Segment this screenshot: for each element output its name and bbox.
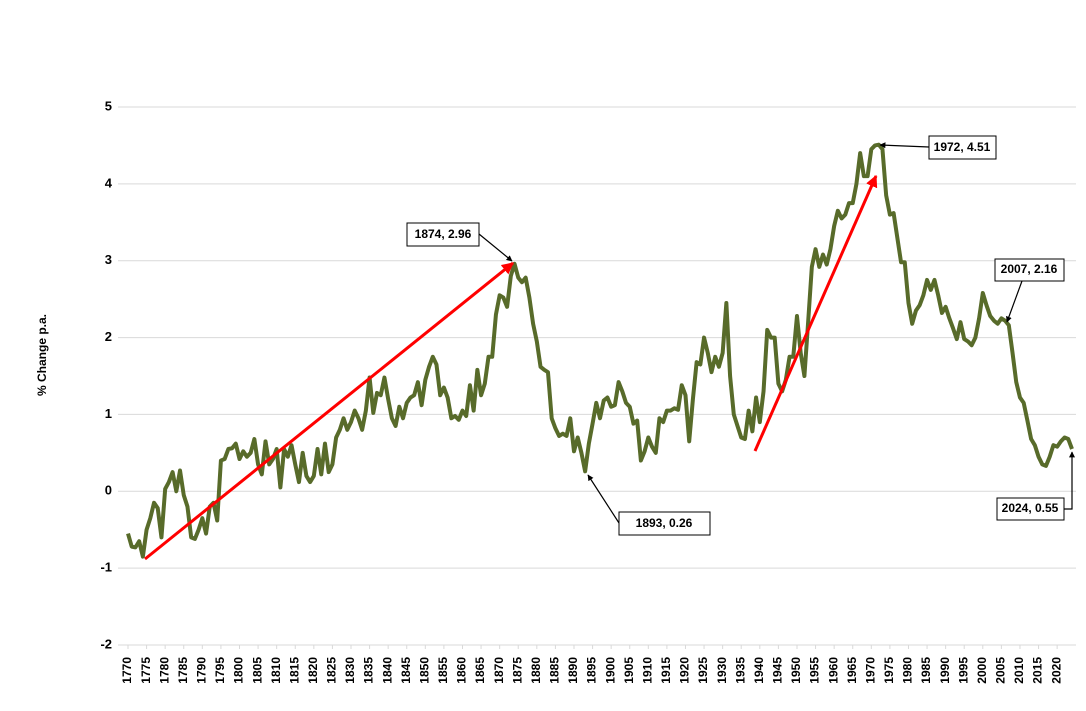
x-tick-label: 1925 [696, 657, 710, 684]
x-tick-label: 1800 [232, 657, 246, 684]
callout-box [994, 258, 1065, 282]
x-tick-label: 1980 [901, 657, 915, 684]
x-tick-label: 1920 [678, 657, 692, 684]
callout-arrow [587, 474, 620, 524]
y-tick-label: 3 [105, 252, 112, 267]
callout: 1893, 0.26 [587, 474, 711, 536]
y-tick-label: 5 [105, 98, 112, 113]
x-tick-label: 1960 [826, 657, 840, 684]
callout-arrow [1064, 451, 1075, 510]
x-tick-label: 1910 [640, 657, 654, 684]
x-tick-label: 1885 [548, 657, 562, 684]
x-tick-label: 1895 [585, 657, 599, 684]
callout-box [618, 511, 711, 536]
x-tick-label: 1845 [399, 657, 413, 684]
x-tick-label: 1975 [882, 657, 896, 684]
x-tick-label: 1805 [250, 657, 264, 684]
x-tick-label: 1900 [603, 657, 617, 684]
trend-arrow [753, 174, 878, 452]
grid [118, 106, 1076, 649]
x-tick-label: 1830 [343, 657, 357, 684]
x-tick-label: 1795 [213, 657, 227, 684]
callout: 2007, 2.16 [994, 258, 1065, 323]
x-tick-label: 2000 [975, 657, 989, 684]
x-tick-label: 1825 [325, 657, 339, 684]
callout: 1972, 4.51 [879, 135, 997, 160]
x-tick-label: 2010 [1012, 657, 1026, 684]
x-tick-label: 2005 [994, 657, 1008, 684]
x-tick-label: 1945 [771, 657, 785, 684]
x-tick-label: 1875 [510, 657, 524, 684]
x-tick-label: 1970 [863, 657, 877, 684]
callout-label: 1972, 4.51 [934, 140, 991, 154]
plot [126, 142, 1074, 559]
x-tick-label: 1850 [417, 657, 431, 684]
callout-label: 1874, 2.96 [415, 227, 472, 241]
y-tick-label: 2 [105, 329, 112, 344]
y-tick-label: 4 [105, 175, 113, 190]
x-tick-label: 1820 [306, 657, 320, 684]
x-tick-label: 1930 [715, 657, 729, 684]
y-axis-label: % Change p.a. [35, 314, 49, 396]
x-tick-label: 1815 [287, 657, 301, 684]
callout-arrow [879, 142, 930, 149]
x-tick-label: 1775 [139, 657, 153, 684]
y-tick-label: -1 [100, 560, 112, 575]
callout-label: 2007, 2.16 [1001, 262, 1058, 276]
x-tick-label: 1935 [733, 657, 747, 684]
x-tick-label: 1915 [659, 657, 673, 684]
callout-arrow [478, 233, 513, 262]
callout: 2024, 0.55 [996, 451, 1075, 521]
callout-label: 1893, 0.26 [636, 516, 693, 530]
x-tick-label: 1865 [473, 657, 487, 684]
callout-box [928, 135, 997, 160]
x-tick-label: 1810 [269, 657, 283, 684]
x-tick-label: 1785 [176, 657, 190, 684]
y-tick-label: -2 [100, 636, 112, 651]
callout-label: 2024, 0.55 [1002, 501, 1059, 515]
x-tick-label: 2020 [1049, 657, 1063, 684]
x-tick-label: 1840 [380, 657, 394, 684]
callout: 1874, 2.96 [406, 222, 513, 262]
x-tick-label: 1780 [157, 657, 171, 684]
callout-box [996, 497, 1065, 521]
y-tick-label: 0 [105, 483, 112, 498]
x-tick-label: 1890 [566, 657, 580, 684]
x-tick-label: 1940 [752, 657, 766, 684]
x-tick-label: 1770 [120, 657, 134, 684]
x-tick-label: 1965 [845, 657, 859, 684]
trend-arrow [144, 261, 514, 561]
x-tick-label: 1835 [362, 657, 376, 684]
x-tick-label: 1880 [529, 657, 543, 684]
callout-arrow [1006, 280, 1023, 323]
x-tick-label: 1985 [919, 657, 933, 684]
x-tick-label: 1860 [455, 657, 469, 684]
x-tick-label: 1790 [195, 657, 209, 684]
x-tick-label: 2015 [1031, 657, 1045, 684]
callout-box [406, 222, 480, 247]
x-tick-label: 1990 [938, 657, 952, 684]
data-line [126, 142, 1074, 559]
x-tick-label: 1995 [956, 657, 970, 684]
x-tick-label: 1855 [436, 657, 450, 684]
x-tick-label: 1950 [789, 657, 803, 684]
x-tick-label: 1870 [492, 657, 506, 684]
x-tick-label: 1955 [808, 657, 822, 684]
x-tick-label: 1905 [622, 657, 636, 684]
y-tick-label: 1 [105, 406, 112, 421]
